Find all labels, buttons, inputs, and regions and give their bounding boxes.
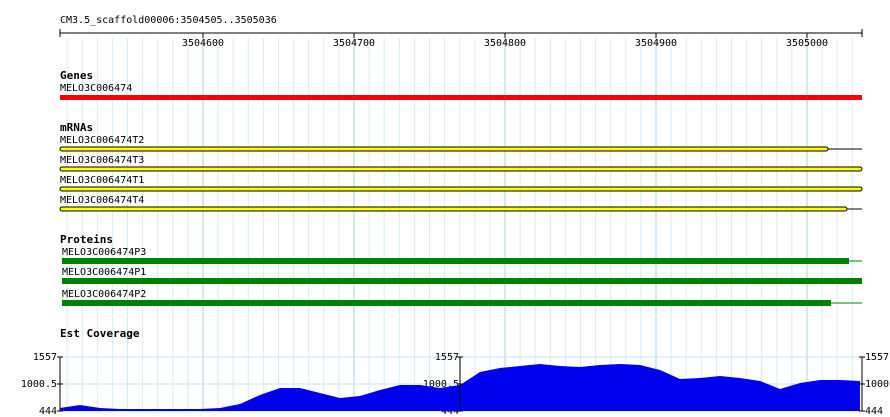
feature-label: MELO3C006474P2 [62,289,146,300]
coverage-tick-label: 444 [39,406,57,417]
ruler-label: 3504700 [333,38,375,49]
track-title: Proteins [60,233,113,246]
ruler-label: 3504600 [182,38,224,49]
feature-label: MELO3C006474T1 [60,175,144,186]
ruler-title: CM3.5_scaffold00006:3504505..3505036 [60,15,277,26]
coverage-tick-label: 444 [865,406,883,417]
feature-label: MELO3C006474P1 [62,267,146,278]
feature-label: MELO3C006474P3 [62,247,146,258]
protein-bar [62,278,862,284]
ruler-label: 3505000 [786,38,828,49]
coverage-tick-label: 1000.5 [865,379,890,390]
coverage-tick-label: 444 [441,406,459,417]
protein-bar [62,258,849,264]
mrna-bar [59,166,863,172]
track-title: Genes [60,69,93,82]
gene-bar [60,95,862,100]
mrna-bar [59,186,863,192]
coverage-tick-label: 1557 [865,352,889,363]
ruler-label: 3504800 [484,38,526,49]
track-title: Est Coverage [60,327,140,340]
mrna-bar [59,146,829,152]
coverage-tick-label: 1557 [435,352,459,363]
coverage-tick-label: 1000.5 [21,379,57,390]
track-title: mRNAs [60,121,93,134]
feature-label: MELO3C006474T3 [60,155,144,166]
ruler-label: 3504900 [635,38,677,49]
coverage-tick-label: 1000.5 [423,379,459,390]
protein-bar [62,300,831,306]
coverage-tick-label: 1557 [33,352,57,363]
mrna-bar [59,206,848,212]
feature-label: MELO3C006474 [60,83,132,94]
feature-label: MELO3C006474T4 [60,195,144,206]
feature-label: MELO3C006474T2 [60,135,144,146]
